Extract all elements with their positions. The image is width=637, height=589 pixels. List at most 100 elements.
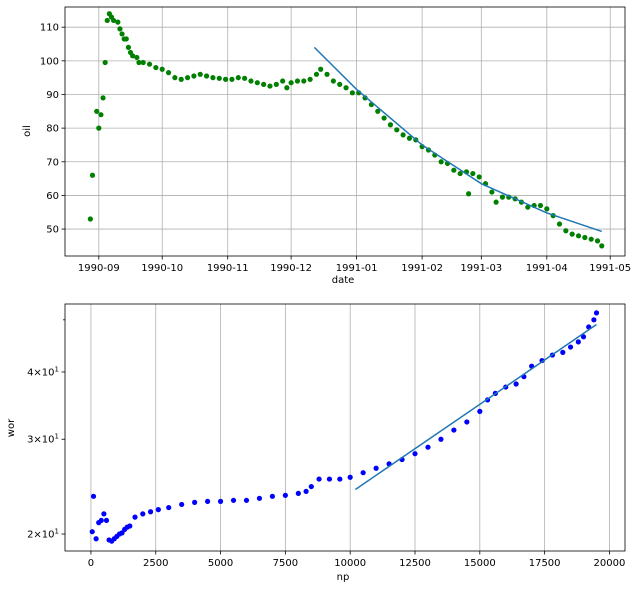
- oil-data-point: [267, 83, 273, 89]
- wor-data-point: [593, 310, 600, 316]
- wor-data-point: [192, 499, 198, 505]
- oil-data-point: [563, 228, 569, 234]
- oil-data-point: [451, 167, 457, 173]
- oil-data-point: [273, 81, 279, 87]
- oil-data-point: [94, 108, 100, 114]
- oil-data-point: [599, 243, 605, 249]
- oil-data-point: [87, 216, 93, 222]
- oil-data-point: [89, 172, 96, 178]
- oil-data-point: [544, 206, 550, 212]
- oil-data-point: [102, 59, 108, 66]
- wor-data-point: [580, 334, 587, 340]
- oil-data-point: [337, 81, 343, 87]
- wor-gridlines: [90, 304, 610, 551]
- oil-x-tick-label: 1991-02: [401, 263, 443, 274]
- wor-x-tick-label: 15000: [464, 558, 496, 569]
- oil-data-point: [248, 78, 254, 84]
- wor-ticks: 0 2500 5000 7500 10000 12500 15000 17500 20000 2×…: [27, 319, 626, 569]
- oil-data-point: [284, 85, 290, 91]
- oil-data-point: [153, 64, 159, 71]
- wor-data-point: [560, 349, 566, 355]
- oil-data-point: [165, 70, 172, 76]
- wor-data-point: [308, 483, 314, 490]
- wor-x-tick-label: 20000: [594, 558, 626, 569]
- wor-x-tick-label: 5000: [208, 558, 233, 569]
- oil-data-point: [569, 231, 575, 237]
- wor-x-tick-label: 17500: [529, 558, 561, 569]
- oil-data-point: [117, 26, 123, 32]
- oil-x-tick-label: 1990-10: [141, 263, 183, 274]
- wor-data-point: [464, 419, 470, 425]
- oil-data-point: [146, 61, 153, 67]
- wor-x-axis-label: np: [337, 572, 350, 583]
- wor-axes-frame: [64, 303, 626, 552]
- oil-data-point: [223, 76, 229, 82]
- oil-data-point: [556, 221, 563, 227]
- wor-data-point: [217, 498, 224, 504]
- oil-data-point: [140, 59, 146, 66]
- oil-data-point: [525, 204, 531, 210]
- wor-data-point: [591, 317, 597, 323]
- oil-series-layer: [87, 11, 605, 249]
- oil-data-point: [582, 234, 588, 241]
- oil-data-point: [294, 78, 301, 84]
- oil-y-tick-label: 110: [40, 23, 59, 34]
- oil-data-point: [98, 112, 104, 118]
- oil-axes-frame: [64, 6, 626, 257]
- oil-data-point: [466, 191, 472, 197]
- oil-data-point: [307, 76, 313, 82]
- oil-data-point: [313, 71, 320, 77]
- wor-y-tick-label: 4×101: [27, 365, 59, 378]
- oil-data-point: [330, 78, 336, 84]
- oil-x-tick-label: 1991-05: [589, 263, 631, 274]
- oil-ticks: 1990-09 1990-10 1990-11 1990-12 1991-01 1991-…: [40, 23, 631, 274]
- wor-x-tick-label: 7500: [273, 558, 298, 569]
- wor-data-point: [425, 444, 431, 450]
- oil-y-tick-label: 50: [46, 225, 59, 236]
- wor-data-point: [89, 529, 95, 535]
- wor-data-point: [101, 511, 107, 517]
- oil-data-point: [400, 132, 406, 138]
- wor-data-point: [316, 476, 322, 482]
- oil-y-tick-label: 90: [46, 90, 59, 101]
- oil-data-point: [203, 73, 210, 79]
- oil-gridlines: [65, 7, 625, 256]
- wor-data-point: [230, 497, 237, 503]
- wor-y-tick-label: 2×101: [27, 528, 59, 541]
- wor-data-point: [243, 497, 250, 503]
- oil-vs-date-plot: 1990-09 1990-10 1990-11 1990-12 1991-01 1991-…: [22, 6, 631, 286]
- wor-data-point: [282, 492, 288, 498]
- oil-data-point: [438, 159, 444, 165]
- oil-data-point: [588, 236, 594, 242]
- oil-data-point: [387, 122, 394, 128]
- oil-x-axis-label: date: [332, 275, 355, 286]
- oil-data-point: [499, 194, 506, 200]
- oil-data-point: [191, 73, 197, 79]
- oil-y-tick-label: 100: [40, 56, 59, 67]
- oil-data-point: [216, 75, 222, 81]
- oil-x-tick-label: 1991-04: [526, 263, 568, 274]
- oil-data-point: [159, 66, 165, 72]
- oil-x-tick-label: 1990-09: [78, 263, 120, 274]
- oil-data-point: [100, 95, 106, 101]
- oil-data-point: [318, 66, 324, 72]
- oil-data-point: [476, 174, 482, 180]
- oil-data-point: [130, 53, 136, 59]
- oil-data-point: [261, 81, 267, 87]
- wor-data-point: [575, 339, 581, 345]
- oil-y-tick-label: 60: [46, 191, 59, 202]
- oil-data-point: [136, 59, 142, 66]
- wor-x-tick-label: 10000: [334, 558, 366, 569]
- wor-data-point: [347, 474, 353, 480]
- oil-y-axis-label: oil: [22, 125, 33, 137]
- oil-data-point: [172, 75, 178, 81]
- wor-data-point: [166, 504, 172, 511]
- oil-data-point: [210, 75, 216, 81]
- oil-data-point: [301, 78, 307, 84]
- oil-data-point: [575, 233, 582, 239]
- wor-data-point: [204, 498, 211, 504]
- wor-data-point: [337, 476, 343, 482]
- oil-data-point: [197, 71, 203, 77]
- wor-vs-np-plot: 0 2500 5000 7500 10000 12500 15000 17500 20000 2×…: [6, 303, 626, 583]
- wor-series-layer: [89, 310, 600, 544]
